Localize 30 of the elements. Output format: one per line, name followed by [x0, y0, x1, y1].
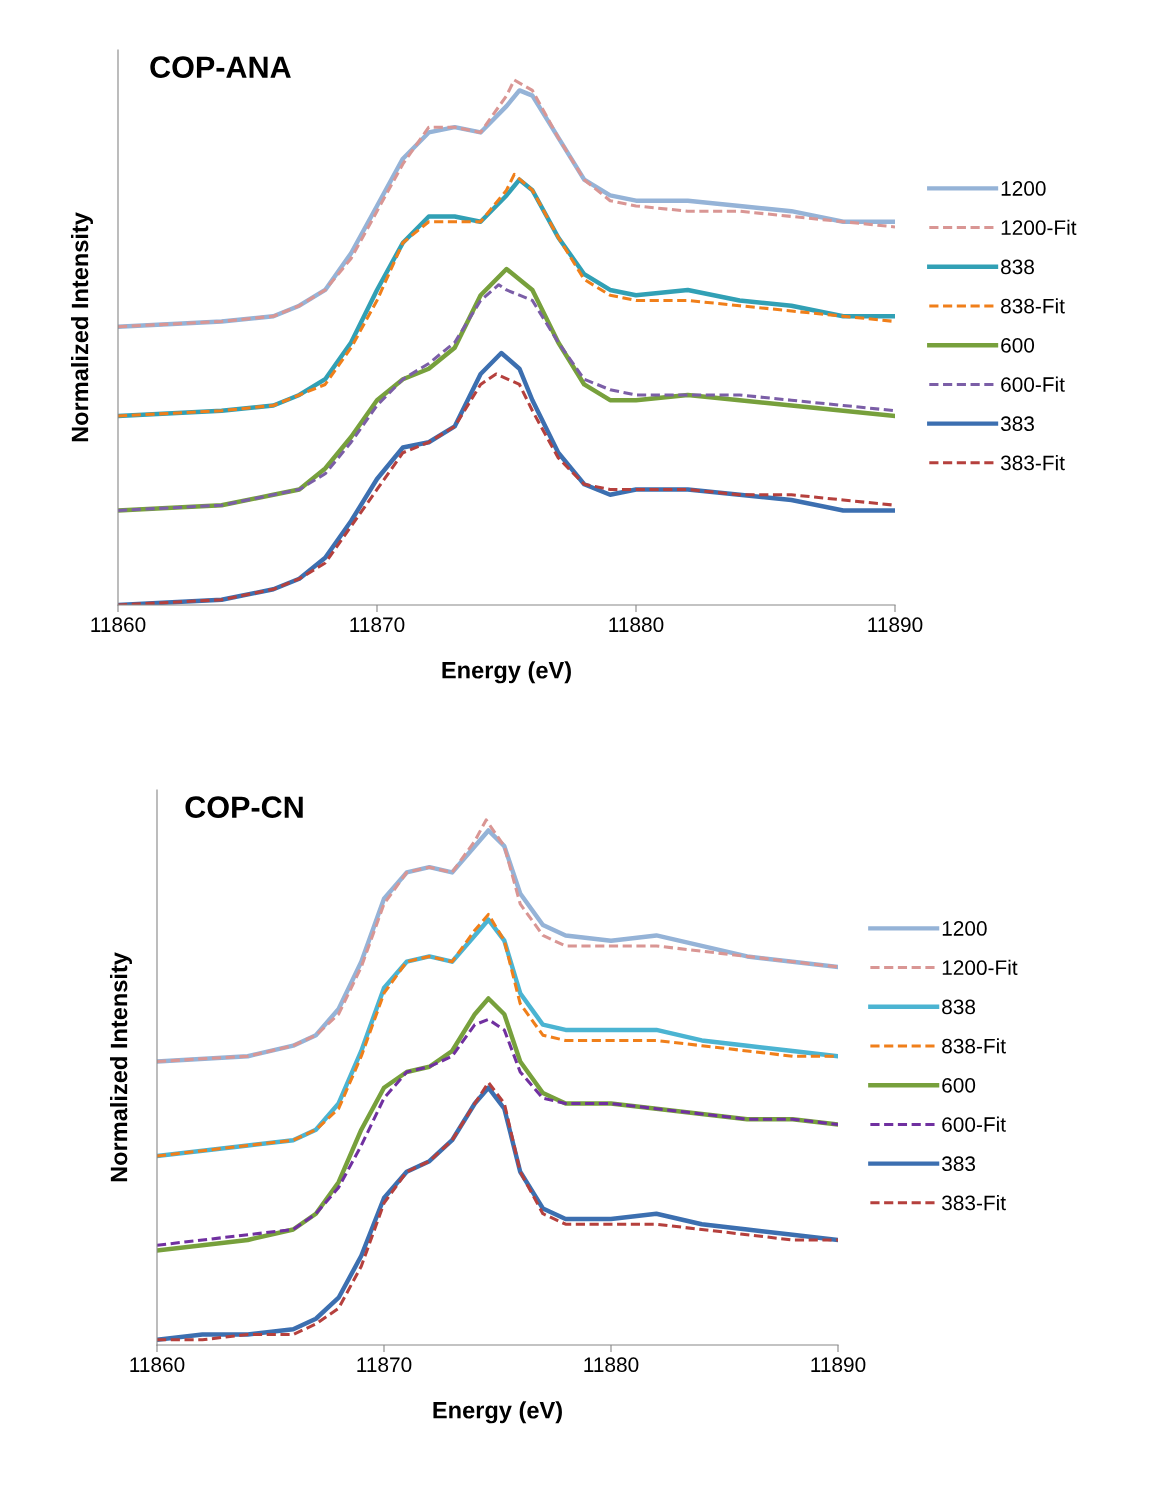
legend-label: 1200	[942, 921, 987, 936]
legend-label: 600	[1001, 337, 1035, 353]
x-tick-label: 11880	[584, 1357, 639, 1373]
legend-label: 600-Fit	[942, 1116, 1006, 1132]
x-axis-title: Energy (eV)	[442, 661, 571, 684]
x-tick-label: 11870	[357, 1357, 412, 1373]
legend-label: 1200-Fit	[1001, 219, 1077, 236]
chart-title: COP-CN	[185, 796, 303, 818]
legend-label: 383	[942, 1156, 976, 1172]
x-tick-label: 11860	[130, 1357, 185, 1373]
x-tick-label: 11890	[868, 617, 923, 633]
legend-label: 383-Fit	[942, 1195, 1006, 1211]
y-axis-title: Normalized Intensity	[70, 212, 93, 442]
legend-label: 1200-Fit	[942, 959, 1018, 976]
x-tick-label: 11880	[609, 617, 664, 633]
x-tick-label: 11870	[350, 617, 405, 633]
x-axis-title: Energy (eV)	[433, 1401, 562, 1424]
chart-title: COP-ANA	[150, 56, 291, 78]
y-axis-title: Normalized Intensity	[109, 952, 132, 1182]
legend-label: 600	[942, 1077, 976, 1093]
legend-label: 838	[942, 999, 976, 1015]
legend-label: 1200	[1001, 181, 1046, 196]
legend-label: 838-Fit	[942, 1038, 1006, 1054]
legend-label: 383	[1000, 416, 1034, 432]
legend-label: 838	[1001, 259, 1034, 275]
legend-label: 600-Fit	[1001, 376, 1065, 392]
legend-label: 838-Fit	[1001, 298, 1065, 314]
legend-label: 383-Fit	[1000, 455, 1065, 471]
x-tick-label: 11890	[811, 1357, 866, 1373]
x-tick-label: 11860	[91, 617, 146, 633]
